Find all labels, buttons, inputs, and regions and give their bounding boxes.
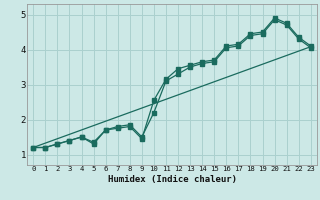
X-axis label: Humidex (Indice chaleur): Humidex (Indice chaleur): [108, 175, 236, 184]
